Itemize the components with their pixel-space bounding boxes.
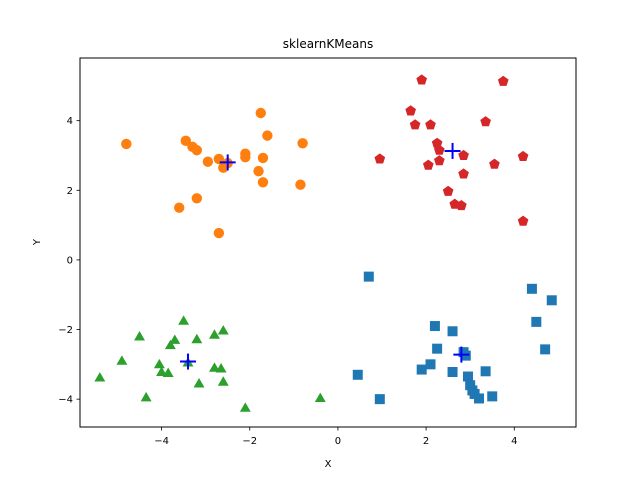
data-point-series-3-pentagon bbox=[517, 215, 529, 226]
x-tick-label: −4 bbox=[154, 436, 169, 447]
data-point-series-1-circle bbox=[180, 135, 192, 147]
x-tick-label: 0 bbox=[335, 436, 341, 447]
data-point-series-1-circle bbox=[174, 202, 185, 213]
data-point-series-1-circle bbox=[121, 138, 132, 150]
data-point-series-2-triangle bbox=[134, 330, 145, 341]
plot-area bbox=[94, 74, 557, 412]
data-point-series-0-square bbox=[363, 271, 374, 282]
data-point-series-3-pentagon bbox=[416, 74, 428, 85]
data-point-series-2-triangle bbox=[169, 334, 181, 344]
data-point-series-3-pentagon bbox=[456, 200, 467, 211]
data-point-series-3-pentagon bbox=[374, 153, 386, 164]
data-point-series-1-circle bbox=[191, 145, 203, 156]
y-tick-label: 4 bbox=[67, 116, 73, 127]
data-point-series-2-triangle bbox=[314, 392, 326, 403]
data-point-series-2-triangle bbox=[153, 358, 165, 369]
data-point-series-0-square bbox=[429, 321, 440, 332]
data-point-series-0-square bbox=[425, 359, 436, 370]
y-tick-label: 0 bbox=[67, 255, 73, 266]
data-point-series-0-square bbox=[540, 344, 551, 355]
data-point-series-1-circle bbox=[240, 152, 251, 163]
centroid-marker bbox=[444, 142, 461, 159]
data-point-series-1-circle bbox=[297, 138, 308, 149]
data-point-series-3-pentagon bbox=[497, 75, 509, 86]
centroid-marker bbox=[180, 353, 197, 370]
data-point-series-2-triangle bbox=[164, 339, 176, 350]
centroid-marker bbox=[453, 346, 470, 363]
y-axis-label: Y bbox=[32, 238, 43, 246]
x-tick-label: 4 bbox=[511, 436, 517, 447]
x-tick-label: 2 bbox=[423, 436, 429, 447]
data-point-series-2-triangle bbox=[162, 367, 174, 377]
axis-ticks: −4 −2 0 2 4 −4 −2 0 2 4 bbox=[58, 116, 517, 447]
data-point-series-0-square bbox=[462, 371, 473, 382]
chart-title: sklearnKMeans bbox=[283, 37, 373, 51]
data-point-series-0-square bbox=[374, 394, 385, 405]
data-point-series-3-pentagon bbox=[422, 159, 434, 170]
x-tick-label: −2 bbox=[242, 436, 257, 447]
x-axis-label: X bbox=[325, 459, 332, 470]
data-point-series-1-circle bbox=[257, 152, 269, 164]
data-point-series-0-square bbox=[460, 350, 471, 361]
data-point-series-2-triangle bbox=[94, 372, 106, 382]
data-point-series-2-triangle bbox=[156, 366, 168, 376]
data-point-series-3-pentagon bbox=[517, 150, 529, 162]
y-tick-label: −4 bbox=[58, 395, 73, 406]
data-point-series-2-triangle bbox=[116, 355, 128, 365]
centroid-marker bbox=[219, 154, 236, 171]
data-point-series-0-square bbox=[487, 391, 498, 402]
data-point-series-3-pentagon bbox=[489, 158, 500, 169]
data-point-series-1-circle bbox=[253, 165, 264, 177]
data-point-series-2-triangle bbox=[217, 376, 229, 386]
data-point-series-3-pentagon bbox=[434, 155, 445, 166]
data-point-series-1-circle bbox=[202, 156, 214, 167]
data-point-series-2-triangle bbox=[140, 391, 152, 402]
data-point-series-3-pentagon bbox=[480, 116, 491, 127]
data-point-series-2-triangle bbox=[178, 315, 190, 325]
data-point-series-0-square bbox=[447, 366, 458, 377]
data-point-series-0-square bbox=[465, 380, 476, 391]
data-point-series-1-circle bbox=[257, 177, 269, 188]
data-point-series-0-square bbox=[474, 393, 485, 404]
data-point-series-3-pentagon bbox=[409, 119, 421, 130]
data-point-series-2-triangle bbox=[215, 363, 227, 373]
data-point-series-0-square bbox=[546, 295, 557, 306]
y-tick-label: −2 bbox=[58, 325, 73, 336]
data-point-series-2-triangle bbox=[191, 333, 203, 344]
data-point-series-0-square bbox=[416, 364, 427, 375]
data-point-series-1-circle bbox=[262, 130, 273, 141]
data-point-series-1-circle bbox=[255, 107, 266, 119]
data-point-series-3-pentagon bbox=[425, 119, 436, 130]
data-point-series-0-square bbox=[480, 366, 491, 377]
data-point-series-3-pentagon bbox=[458, 149, 469, 160]
data-point-series-0-square bbox=[352, 369, 363, 380]
data-point-series-2-triangle bbox=[217, 325, 229, 335]
axes-frame bbox=[79, 57, 577, 428]
data-point-series-0-square bbox=[447, 326, 458, 337]
data-point-series-1-circle bbox=[191, 193, 203, 204]
data-point-series-2-triangle bbox=[193, 377, 205, 388]
data-point-series-2-triangle bbox=[209, 362, 220, 372]
data-point-series-3-pentagon bbox=[434, 144, 445, 155]
data-point-series-0-square bbox=[526, 283, 537, 294]
data-point-series-2-triangle bbox=[239, 402, 251, 412]
data-point-series-0-square bbox=[432, 343, 443, 354]
data-point-series-3-pentagon bbox=[442, 185, 454, 196]
data-point-series-1-circle bbox=[213, 227, 225, 239]
y-tick-label: 2 bbox=[67, 186, 73, 197]
data-point-series-3-pentagon bbox=[405, 105, 416, 116]
data-point-series-1-circle bbox=[295, 179, 306, 190]
data-point-series-3-pentagon bbox=[458, 168, 469, 179]
data-point-series-2-triangle bbox=[209, 329, 220, 339]
data-point-series-0-square bbox=[531, 316, 542, 327]
